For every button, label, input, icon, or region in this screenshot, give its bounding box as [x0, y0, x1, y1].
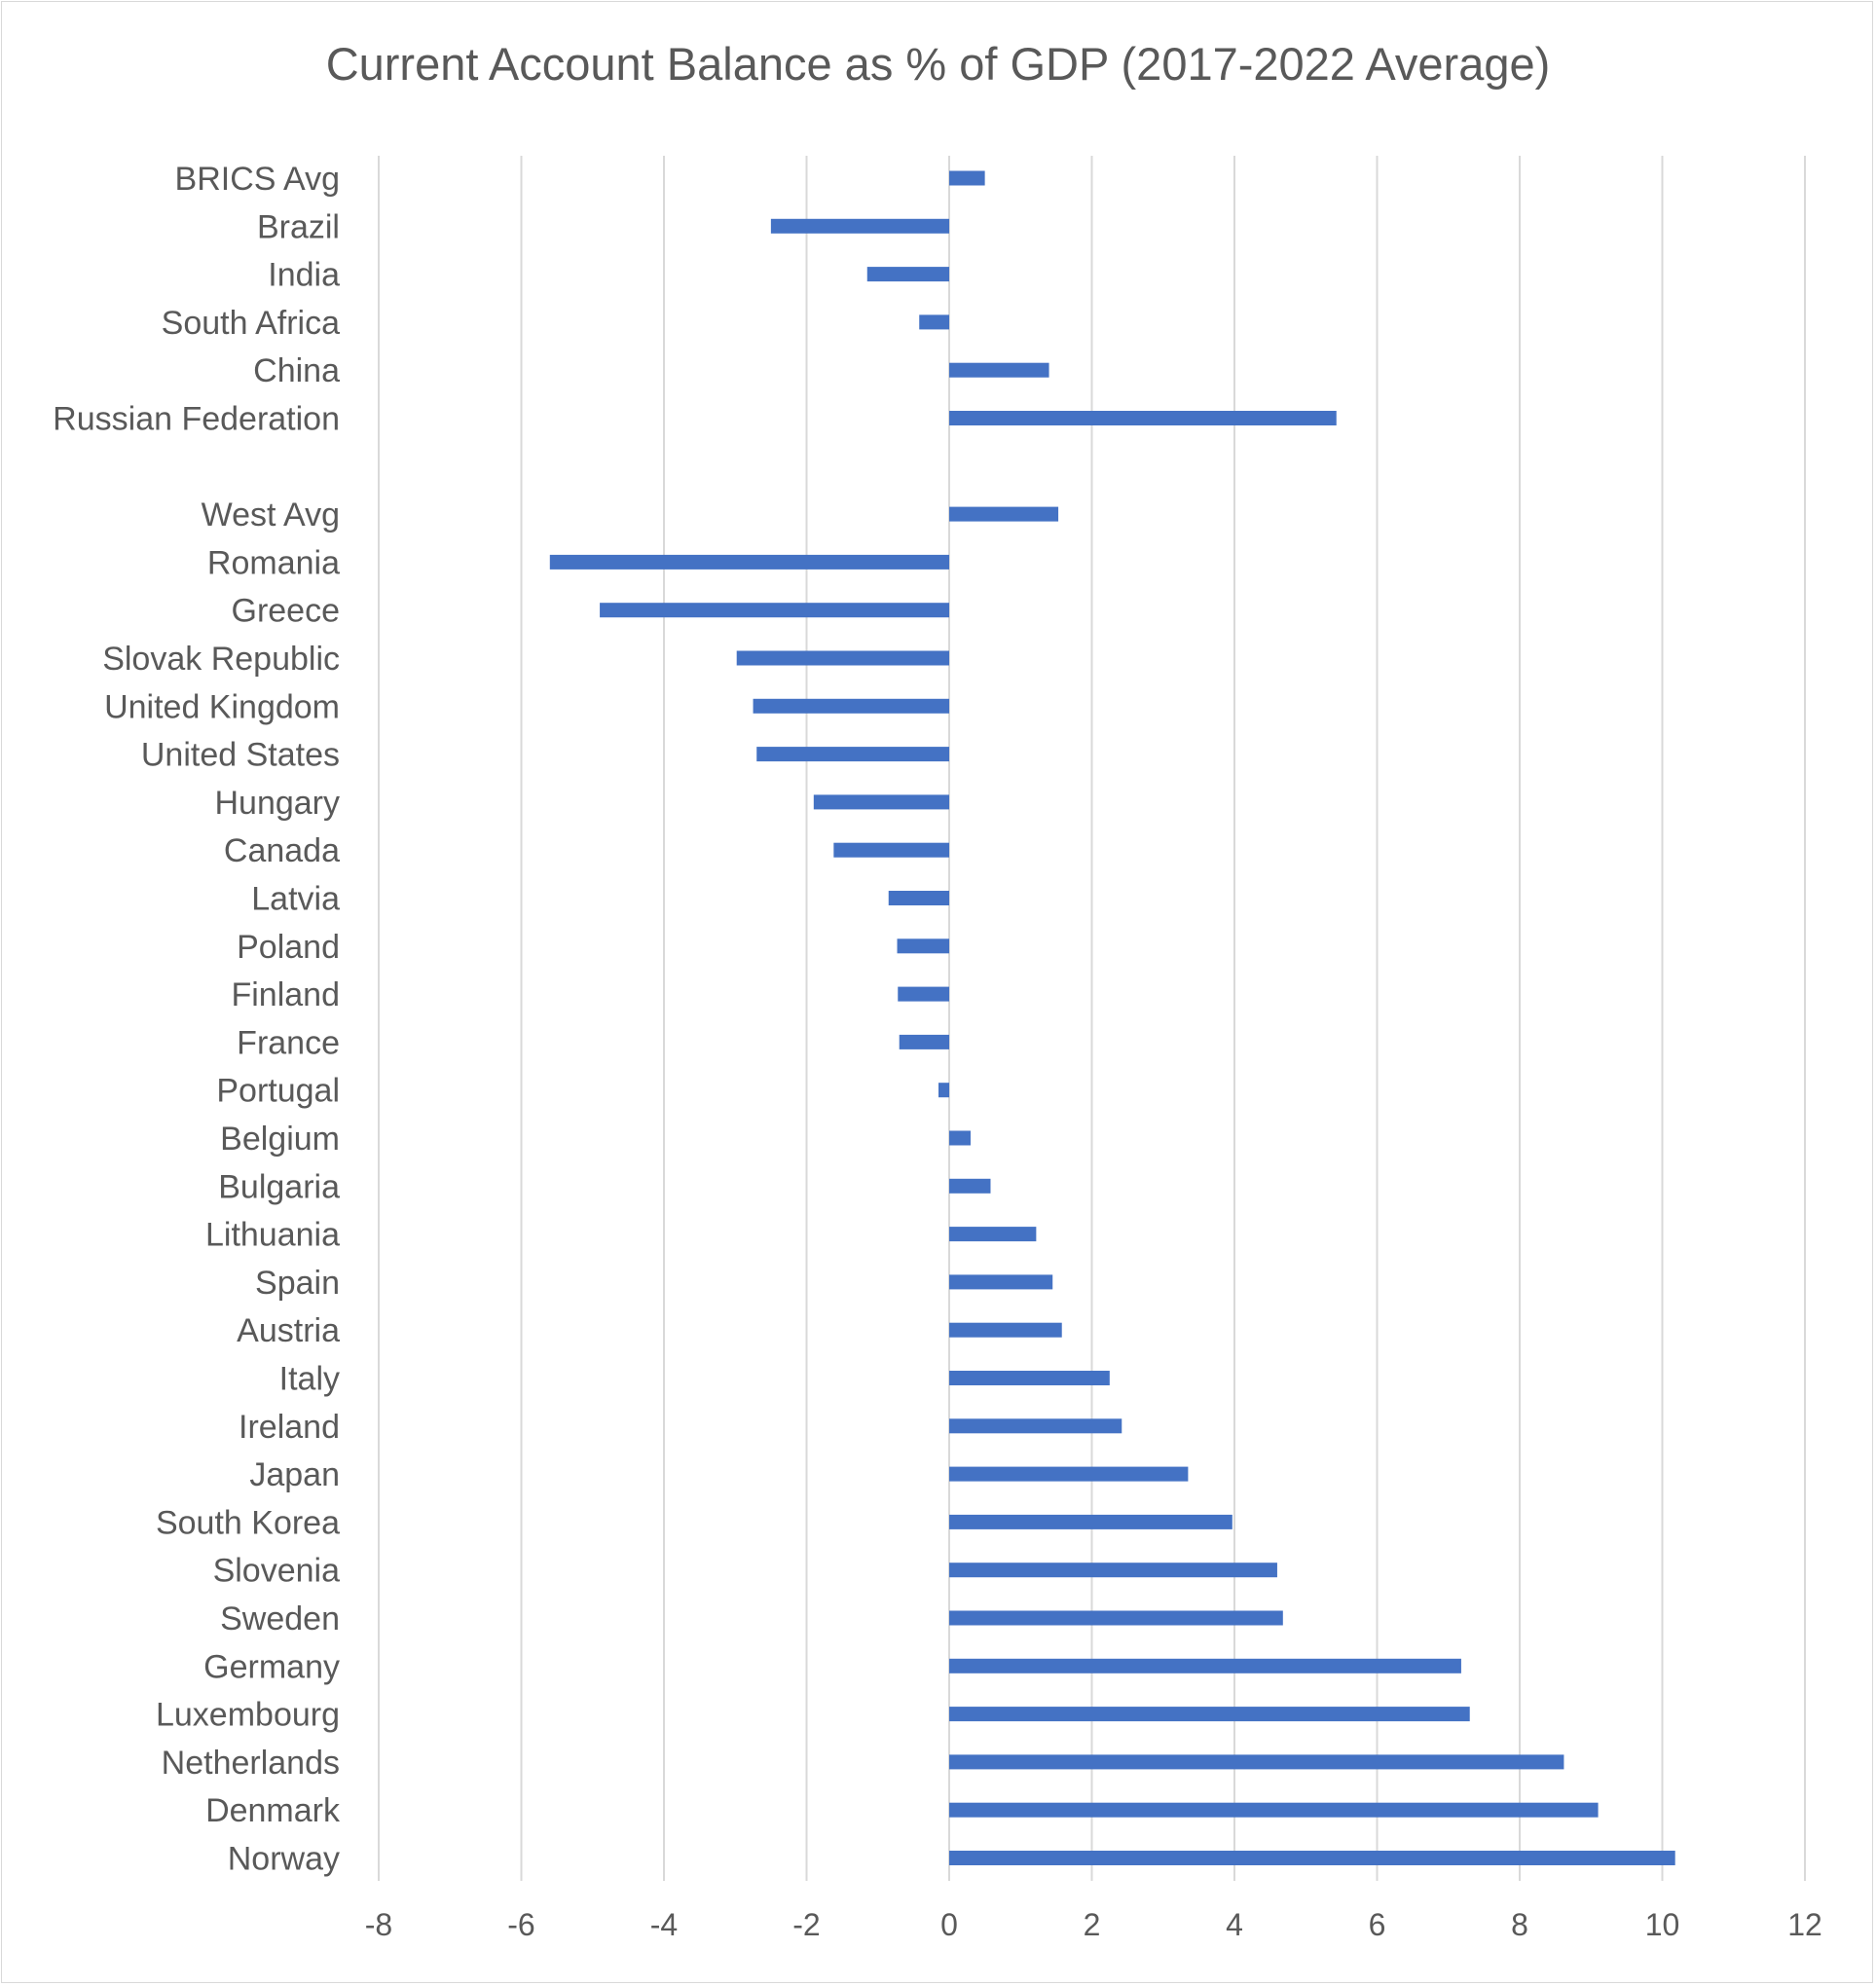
category-label: Hungary	[214, 785, 340, 822]
category-label: West Avg	[202, 496, 340, 533]
bar-france	[899, 1034, 949, 1049]
category-label: United Kingdom	[104, 688, 340, 725]
x-tick-label: 4	[1226, 1907, 1243, 1942]
category-label: Italy	[279, 1361, 340, 1398]
bar-sweden	[949, 1610, 1283, 1626]
category-label: Japan	[249, 1456, 340, 1493]
category-label: Sweden	[220, 1600, 340, 1637]
category-label: Austria	[237, 1312, 340, 1349]
category-label: Greece	[232, 593, 341, 630]
category-label: Germany	[203, 1648, 340, 1685]
bar-china	[949, 362, 1049, 378]
gridlines	[378, 156, 1806, 1881]
bar-india	[866, 267, 949, 282]
bar-netherlands	[949, 1754, 1564, 1770]
bar-west-avg	[949, 506, 1059, 522]
category-label: United States	[141, 737, 340, 774]
bar-canada	[833, 842, 949, 858]
x-tick-label: 12	[1787, 1907, 1822, 1942]
category-label: Luxembourg	[156, 1697, 340, 1734]
bar-ireland	[949, 1418, 1122, 1434]
bar-belgium	[949, 1130, 971, 1146]
x-tick-label: 6	[1369, 1907, 1386, 1942]
bar-lithuania	[949, 1227, 1037, 1242]
bar-brics-avg	[949, 170, 985, 186]
bar-slovak-republic	[736, 650, 949, 666]
bar-greece	[600, 603, 949, 618]
bar-russian-federation	[949, 411, 1337, 425]
bar-italy	[949, 1371, 1110, 1385]
category-label: Slovenia	[213, 1553, 341, 1590]
bar-austria	[949, 1322, 1062, 1338]
category-label: Belgium	[220, 1121, 340, 1158]
bar-brazil	[770, 218, 949, 234]
bar-romania	[549, 554, 949, 570]
bar-denmark	[949, 1802, 1599, 1818]
category-label: Denmark	[205, 1792, 341, 1829]
x-tick-label: 2	[1084, 1907, 1101, 1942]
bars	[549, 170, 1675, 1865]
x-tick-label: 10	[1645, 1907, 1680, 1942]
bar-norway	[949, 1851, 1675, 1865]
category-label: Latvia	[251, 881, 340, 918]
category-label: Ireland	[239, 1409, 340, 1446]
bar-poland	[897, 938, 949, 954]
bar-united-states	[756, 747, 949, 762]
bar-japan	[949, 1466, 1189, 1482]
category-label: Brazil	[257, 208, 340, 245]
category-label: Spain	[255, 1265, 340, 1302]
bar-finland	[898, 986, 949, 1002]
bar-hungary	[813, 794, 949, 810]
category-label: Slovak Republic	[102, 641, 340, 678]
category-label: Bulgaria	[218, 1168, 340, 1205]
category-label: India	[268, 257, 340, 294]
x-tick-label: -4	[650, 1907, 678, 1942]
bar-spain	[949, 1274, 1053, 1290]
category-label: BRICS Avg	[175, 161, 340, 198]
category-label: Lithuania	[205, 1217, 340, 1254]
chart-title: Current Account Balance as % of GDP (201…	[325, 38, 1551, 90]
bar-luxembourg	[949, 1707, 1470, 1722]
x-tick-label: -6	[507, 1907, 534, 1942]
category-label: China	[253, 352, 340, 389]
category-label: Netherlands	[162, 1745, 340, 1782]
category-label: Poland	[237, 929, 340, 966]
x-tick-label: 0	[940, 1907, 958, 1942]
bar-south-korea	[949, 1514, 1232, 1529]
category-label: Portugal	[216, 1073, 340, 1110]
category-label: Canada	[224, 832, 340, 869]
bar-united-kingdom	[753, 698, 949, 714]
x-tick-label: -2	[792, 1907, 820, 1942]
bar-bulgaria	[949, 1178, 991, 1194]
category-label: Russian Federation	[53, 401, 340, 438]
category-label: Finland	[231, 976, 340, 1013]
category-label: South Africa	[162, 305, 340, 342]
x-tick-label: 8	[1511, 1907, 1528, 1942]
bar-slovenia	[949, 1563, 1277, 1578]
category-label: South Korea	[156, 1504, 340, 1541]
category-label: Romania	[207, 544, 340, 581]
category-label: Norway	[228, 1841, 340, 1878]
x-tick-label: -8	[365, 1907, 392, 1942]
category-labels: BRICS Avg Brazil India South Africa China Rus…	[53, 161, 341, 1878]
bar-germany	[949, 1658, 1461, 1673]
bar-south-africa	[919, 314, 949, 330]
bar-latvia	[888, 891, 949, 905]
x-axis-tick-labels: -8 -6 -4 -2 0 2 4 6 8 10 12	[365, 1907, 1822, 1942]
category-label: France	[237, 1024, 340, 1061]
bar-portugal	[938, 1083, 949, 1098]
